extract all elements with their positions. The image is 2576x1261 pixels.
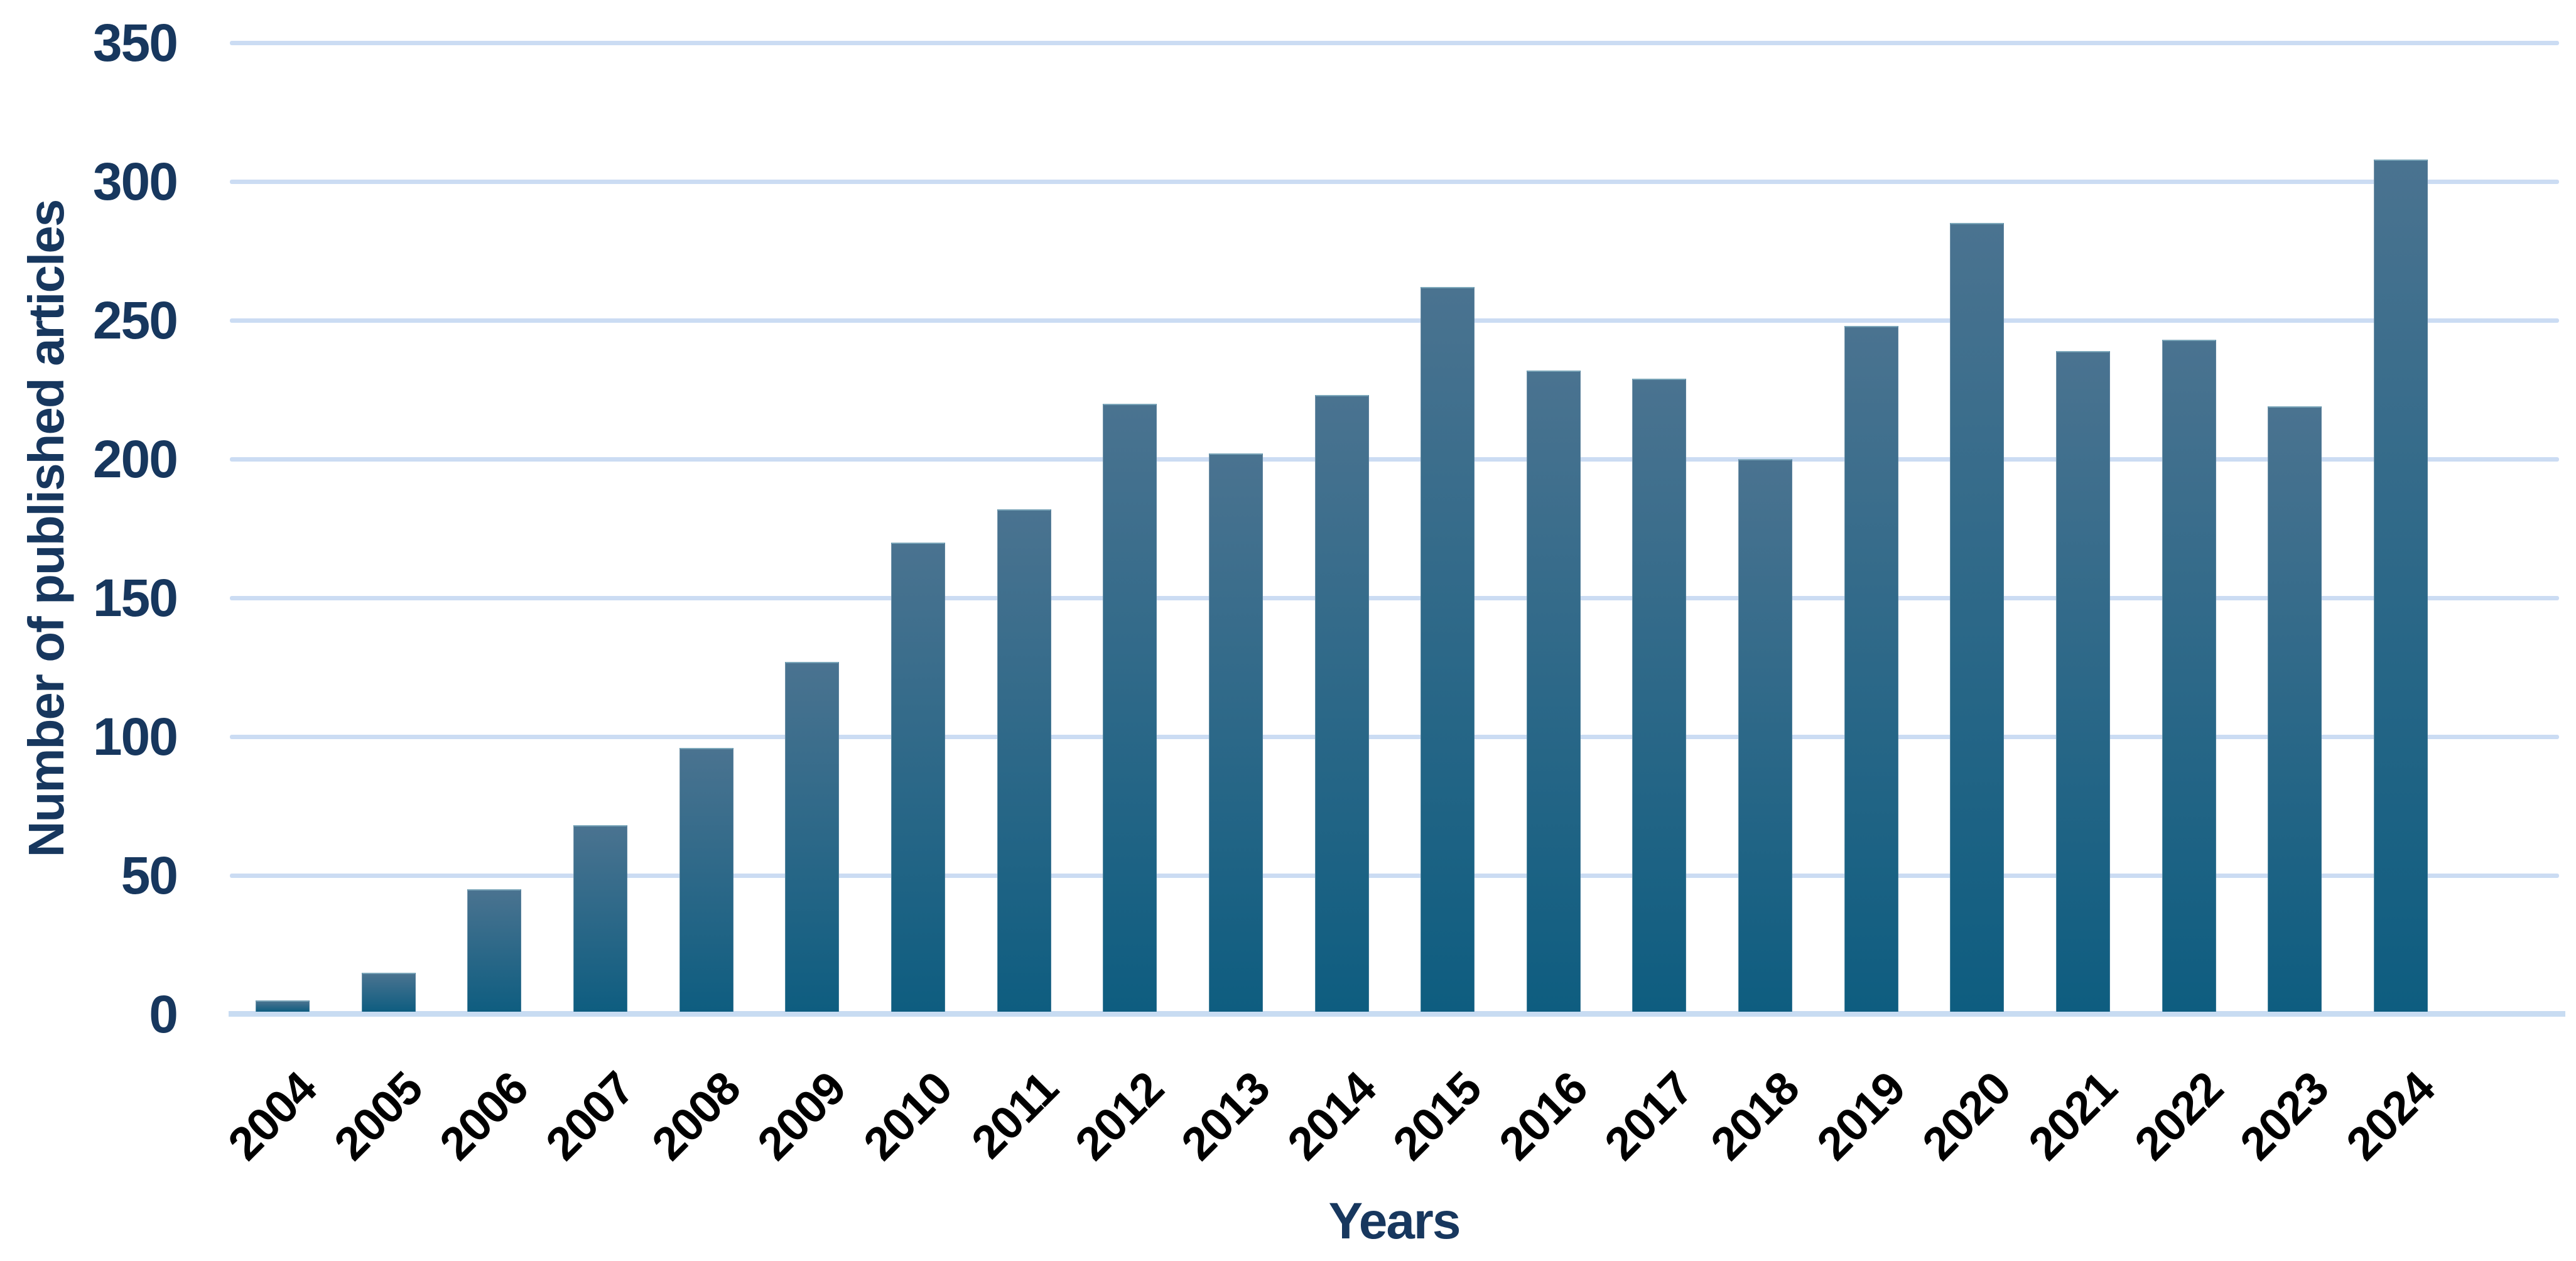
bar-2017 [1632, 378, 1687, 1012]
x-tick-label-2015: 2015 [1383, 1061, 1491, 1170]
bar-2021 [2056, 350, 2111, 1012]
bar-2013 [1208, 453, 1263, 1012]
gridline-300 [230, 179, 2559, 184]
x-tick-label-2020: 2020 [1912, 1061, 2021, 1170]
gridline-200 [230, 457, 2559, 462]
x-tick-label-2016: 2016 [1488, 1061, 1598, 1170]
x-tick-label-2019: 2019 [1806, 1061, 1915, 1170]
x-tick-label-2012: 2012 [1065, 1061, 1174, 1170]
x-tick-label-2005: 2005 [323, 1061, 433, 1170]
bar-2014 [1314, 395, 1369, 1012]
x-axis-line [229, 1011, 2565, 1017]
x-tick-label-2006: 2006 [430, 1061, 538, 1170]
x-tick-label-2013: 2013 [1171, 1061, 1280, 1170]
bar-2020 [1950, 223, 2005, 1012]
x-axis-title: Years [1328, 1193, 1461, 1250]
y-tick-label-200: 200 [92, 430, 178, 489]
x-tick-label-2024: 2024 [2336, 1061, 2445, 1170]
x-tick-label-2010: 2010 [853, 1061, 962, 1170]
x-tick-label-2021: 2021 [2018, 1061, 2127, 1170]
bar-2024 [2374, 159, 2428, 1012]
x-tick-label-2004: 2004 [218, 1061, 327, 1170]
gridline-150 [230, 595, 2559, 600]
y-tick-label-50: 50 [121, 846, 178, 905]
x-tick-label-2008: 2008 [641, 1061, 750, 1170]
bar-2018 [1738, 459, 1793, 1012]
x-tick-label-2007: 2007 [536, 1061, 644, 1170]
y-tick-label-0: 0 [149, 985, 178, 1044]
x-tick-label-2011: 2011 [961, 1061, 1068, 1169]
bar-2011 [997, 509, 1051, 1012]
bar-2007 [573, 825, 627, 1012]
x-tick-label-2014: 2014 [1277, 1061, 1385, 1170]
gridline-350 [230, 40, 2559, 45]
bar-2016 [1526, 370, 1581, 1012]
bar-2008 [679, 747, 733, 1012]
plot-area [229, 40, 2565, 1017]
bar-2019 [1844, 325, 1898, 1012]
x-tick-label-2018: 2018 [1701, 1061, 1809, 1170]
gridline-250 [230, 318, 2559, 323]
gridline-50 [230, 873, 2559, 878]
x-tick-label-2017: 2017 [1594, 1061, 1703, 1170]
bar-2015 [1421, 286, 1475, 1012]
bar-2004 [256, 1000, 310, 1012]
y-tick-label-350: 350 [92, 13, 178, 72]
x-tick-label-2023: 2023 [2230, 1061, 2339, 1170]
bar-2005 [361, 972, 416, 1012]
y-tick-label-300: 300 [92, 152, 178, 211]
y-tick-label-150: 150 [92, 568, 178, 627]
bar-2010 [890, 542, 945, 1012]
bar-2012 [1103, 403, 1157, 1012]
x-tick-label-2009: 2009 [747, 1061, 856, 1170]
y-tick-label-100: 100 [92, 707, 178, 766]
bar-2006 [467, 889, 522, 1012]
x-tick-label-2022: 2022 [2124, 1061, 2233, 1170]
bar-2022 [2162, 339, 2216, 1012]
y-tick-label-250: 250 [92, 291, 178, 350]
bar-2009 [785, 661, 840, 1012]
bar-2023 [2268, 406, 2322, 1012]
gridline-100 [230, 734, 2559, 739]
